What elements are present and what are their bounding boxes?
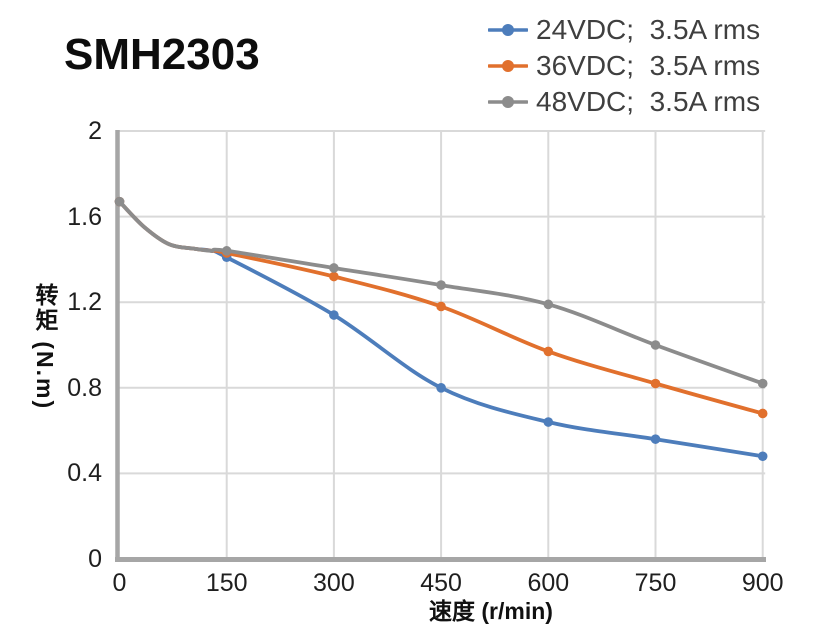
legend-item-2: 48VDC; 3.5A rms bbox=[488, 85, 760, 119]
data-point-marker bbox=[650, 378, 661, 389]
x-tick-label: 300 bbox=[313, 569, 355, 597]
chart-title: SMH2303 bbox=[64, 30, 260, 79]
x-axis-title: 速度 (r/min) bbox=[429, 598, 553, 624]
x-tick-label: 0 bbox=[112, 569, 127, 597]
legend-label: 24VDC; 3.5A rms bbox=[536, 14, 761, 45]
data-point-marker bbox=[221, 246, 232, 256]
x-tick-label: 150 bbox=[205, 569, 248, 597]
y-tick-label: 2 bbox=[88, 117, 102, 145]
data-point-marker bbox=[543, 417, 554, 427]
y-tick-label: 1.6 bbox=[67, 202, 102, 231]
x-tick-label: 750 bbox=[634, 569, 677, 597]
y-axis-title: 转矩 (N.m) bbox=[31, 283, 58, 410]
legend-line-marker-icon bbox=[488, 24, 528, 36]
legend-item-1: 36VDC; 3.5A rms bbox=[488, 49, 760, 83]
legend-dot bbox=[502, 96, 514, 108]
legend-label: 36VDC; 3.5A rms bbox=[536, 50, 761, 81]
legend-dot bbox=[502, 60, 514, 72]
data-point-marker bbox=[114, 196, 125, 207]
series-line-2 bbox=[117, 199, 765, 386]
y-tick-label: 1.2 bbox=[67, 288, 102, 317]
legend-dot bbox=[502, 24, 514, 36]
data-point-marker bbox=[436, 280, 446, 290]
data-point-marker bbox=[543, 346, 554, 357]
data-point-marker bbox=[329, 263, 339, 273]
legend-line-marker-icon bbox=[488, 60, 528, 72]
data-point-marker bbox=[543, 299, 554, 310]
data-point-marker bbox=[436, 383, 446, 393]
legend-item-0: 24VDC; 3.5A rms bbox=[488, 13, 760, 47]
legend: 24VDC; 3.5A rms 36VDC; 3.5A rms 48VDC; 3.5… bbox=[488, 13, 760, 119]
x-tick-label: 450 bbox=[420, 569, 462, 597]
data-point-marker bbox=[757, 408, 768, 419]
y-tick-label: 0.4 bbox=[67, 459, 102, 488]
legend-line-marker-icon bbox=[488, 96, 528, 108]
data-point-marker bbox=[650, 340, 661, 350]
x-tick-label: 900 bbox=[741, 569, 784, 597]
data-point-marker bbox=[436, 301, 446, 312]
data-point-marker bbox=[757, 451, 768, 462]
data-point-marker bbox=[757, 378, 768, 389]
y-tick-label: 0 bbox=[88, 545, 102, 573]
data-point-marker bbox=[650, 434, 661, 444]
y-tick-label: 0.8 bbox=[67, 373, 102, 402]
y-axis-title-text: 转矩 (N.m) bbox=[32, 283, 58, 411]
x-tick-label: 600 bbox=[527, 569, 570, 597]
data-point-marker bbox=[329, 271, 339, 282]
legend-label: 48VDC; 3.5A rms bbox=[536, 86, 761, 117]
data-point-marker bbox=[329, 310, 339, 320]
